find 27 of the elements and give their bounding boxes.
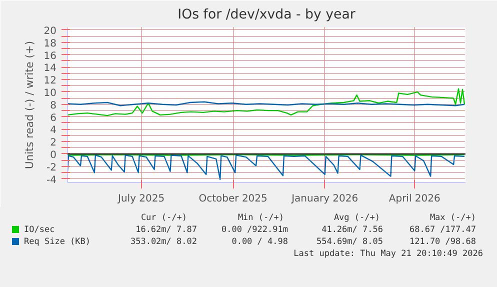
y-axis-title: Units read (-) / write (+) (22, 41, 36, 169)
y-tick-label: 8 (50, 100, 57, 112)
y-tick-label: 0 (50, 150, 57, 161)
text: Last update: Thu May 21 20:10:49 2026 (294, 248, 483, 260)
y-tick-label: 16 (44, 50, 57, 62)
y-tick-label: 4 (50, 125, 57, 136)
text: Cur (-/+) Min (-/+) Avg (-/+) Max (-/+) (140, 213, 476, 223)
y-tick-label: 20 (44, 26, 57, 37)
x-tick-label: October 2025 (198, 194, 268, 204)
chart-title: IOs for /dev/xvda - by year (178, 8, 356, 22)
x-tick-label: July 2025 (117, 194, 165, 204)
text: 353.02m/ 8.02 0.00 / 4.98 554.69m/ 8.05 121.70 /98.68 (130, 237, 476, 247)
legend-label: IO/sec (24, 224, 55, 236)
x-tick-label: April 2026 (388, 194, 440, 204)
line-series (68, 88, 466, 116)
y-tick-label: 12 (44, 76, 57, 87)
y-tick-label: 10 (44, 88, 57, 99)
line-series (68, 154, 466, 180)
y-tick-label: 14 (44, 63, 57, 74)
y-tick-label: -2 (46, 162, 57, 174)
y-tick-label: 6 (50, 112, 57, 124)
y-tick-label: 18 (44, 38, 57, 50)
y-tick-label: -4 (46, 174, 57, 186)
legend-label: Req Size (KB) (24, 236, 91, 248)
x-tick-label: January 2026 (290, 194, 358, 204)
y-tick-label: 2 (50, 138, 57, 149)
text: 16.62m/ 7.87 0.00 /922.91m 41.26m/ 7.56 68.67 /177.47 (136, 225, 476, 235)
